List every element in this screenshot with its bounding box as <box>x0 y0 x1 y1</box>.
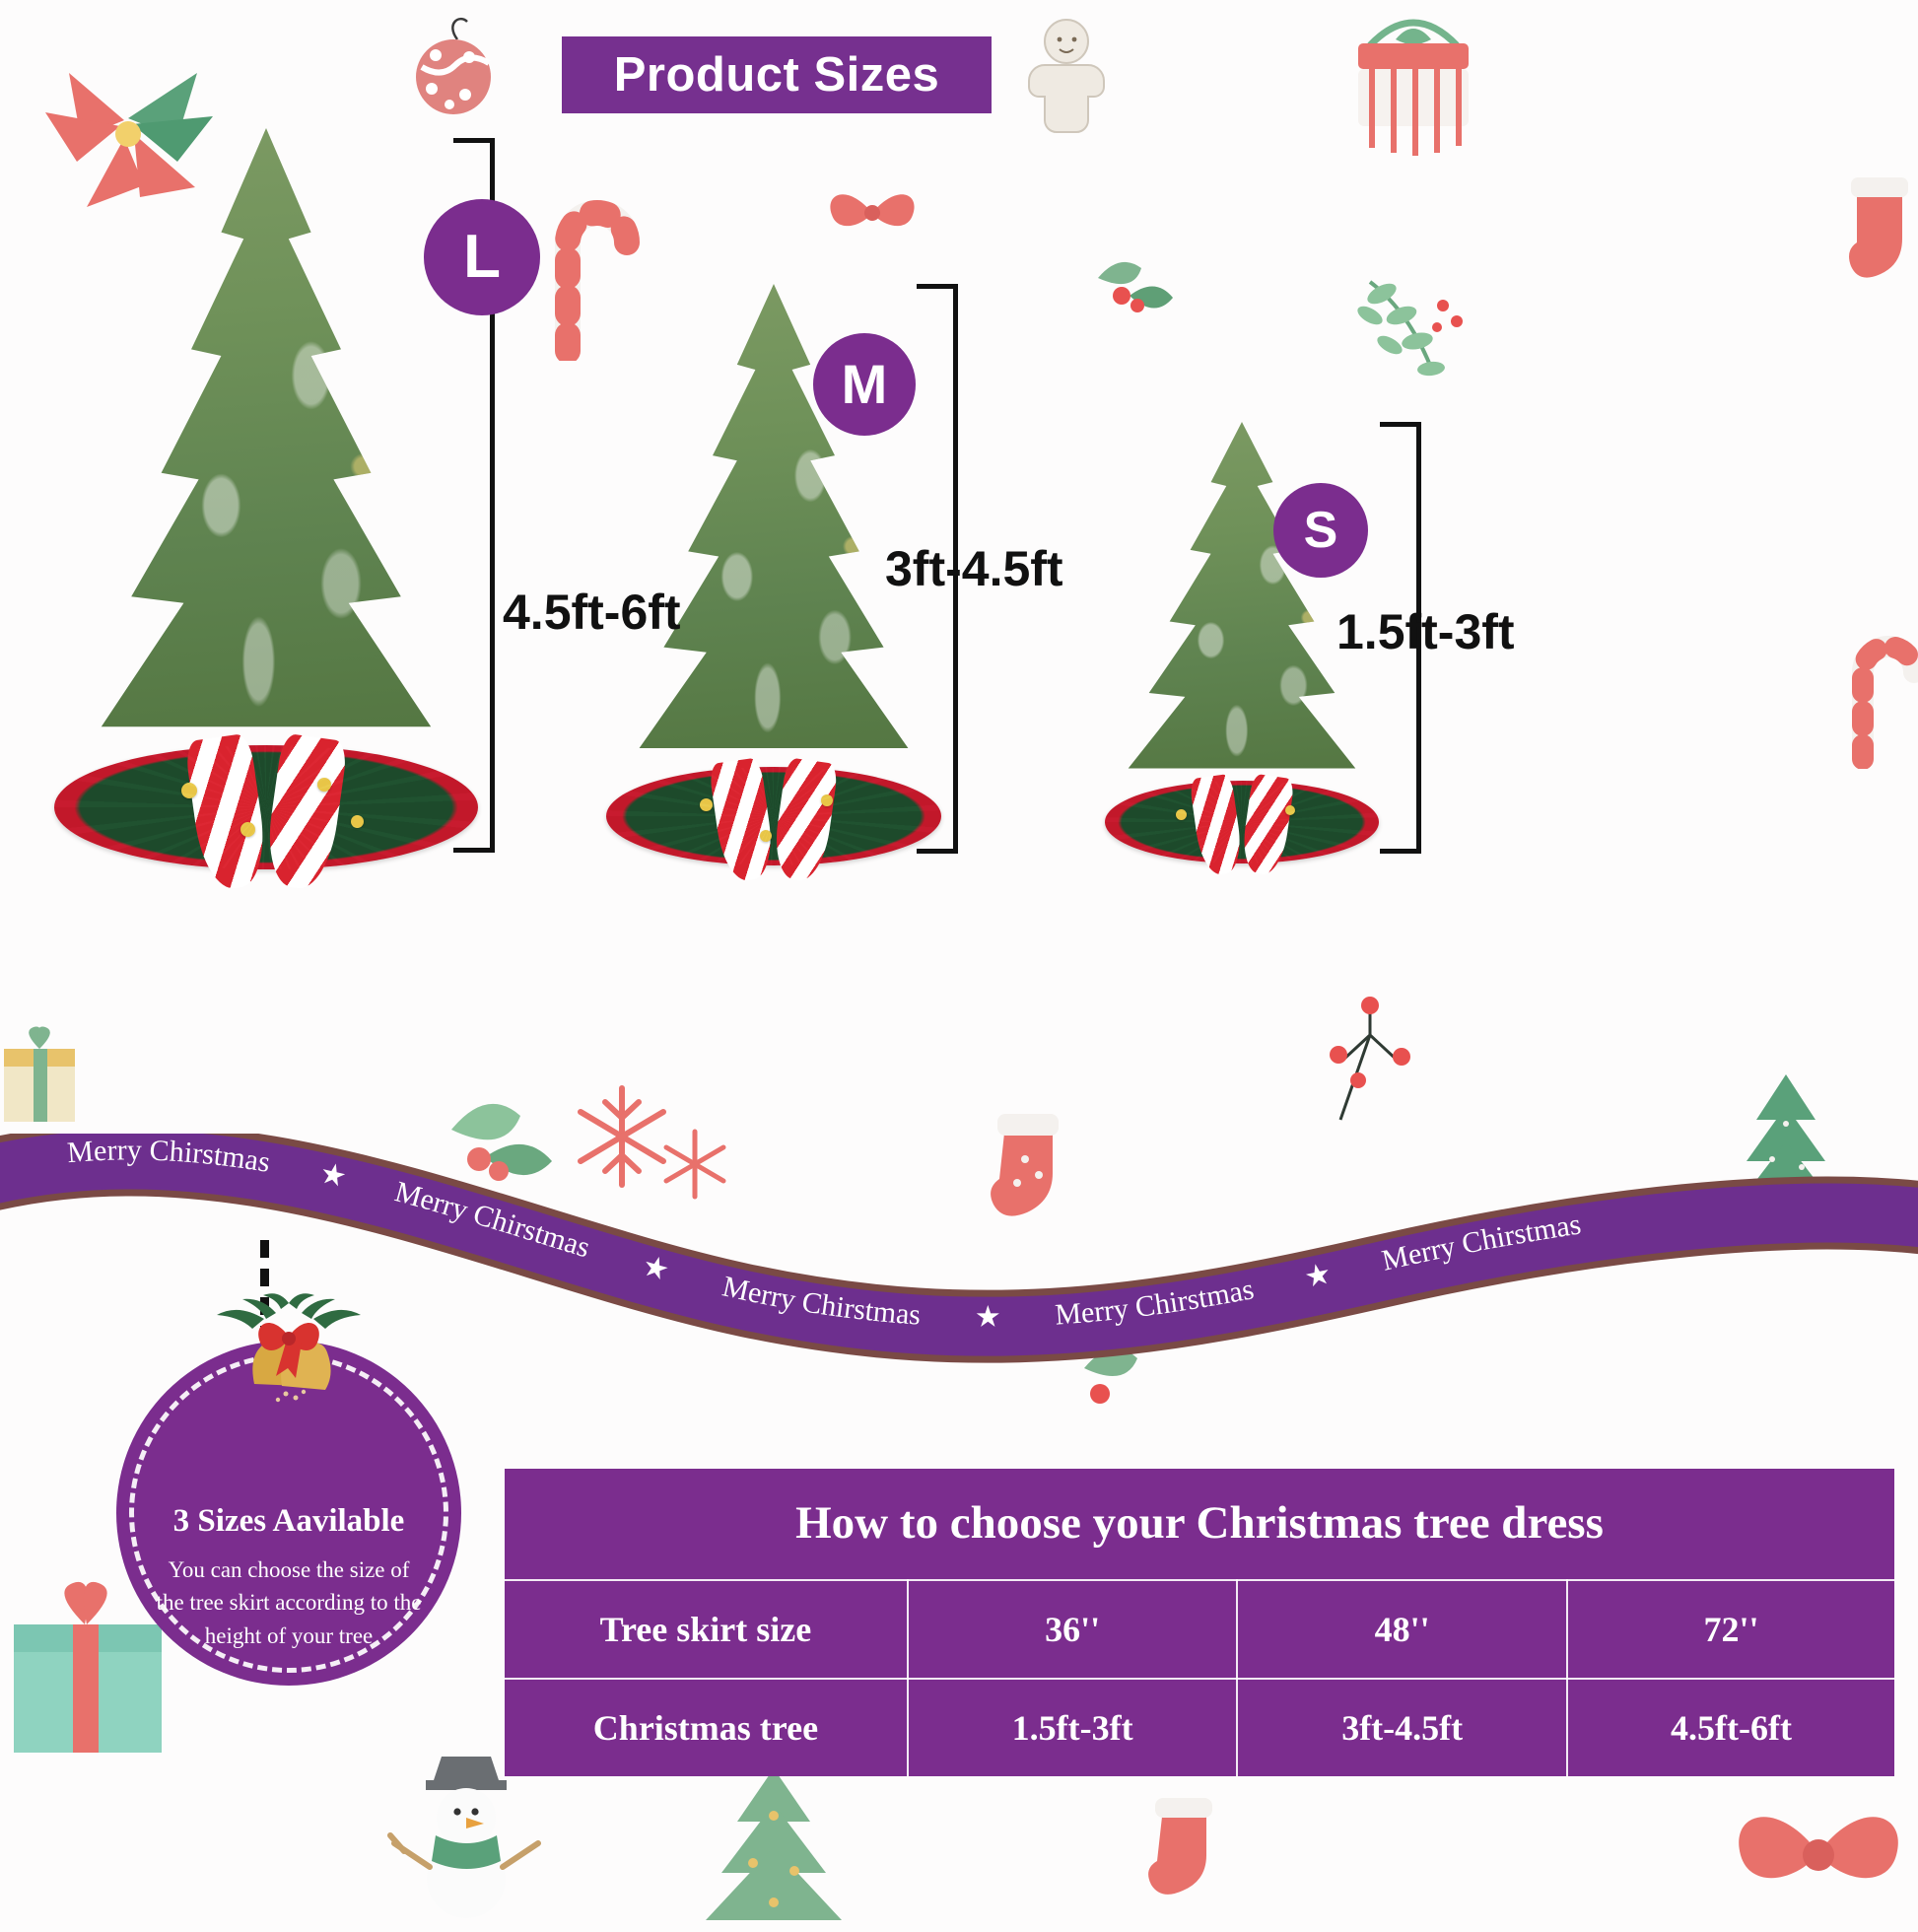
cell-tree-height-2: 3ft-4.5ft <box>1236 1678 1568 1776</box>
stocking-icon <box>1849 177 1908 278</box>
measure-bracket-small <box>1380 422 1421 854</box>
candy-cane-icon <box>555 200 640 361</box>
tree-foliage <box>1128 422 1356 769</box>
tree-skirt <box>1105 773 1379 877</box>
hanging-basket-icon <box>1358 19 1469 156</box>
holly-icon <box>1098 261 1173 312</box>
elf-legs-graphic <box>697 757 851 884</box>
callout-body: You can choose the size of the tree skir… <box>156 1556 422 1648</box>
measure-label-small: 1.5ft-3ft <box>1336 604 1515 659</box>
merry-christmas-ribbon: Merry Chirstmas ★ Merry Chirstmas ★ Merr… <box>0 1134 1918 1419</box>
size-chart-table: How to choose your Christmas tree dress … <box>505 1469 1894 1776</box>
poinsettia-icon <box>45 73 213 207</box>
bow-icon <box>830 194 915 227</box>
pine-tree-icon <box>706 1768 842 1920</box>
bow-icon <box>1739 1817 1898 1879</box>
candy-cane-icon <box>1852 636 1918 769</box>
bells-icon <box>217 1293 361 1403</box>
snowflake-icon <box>578 1085 666 1188</box>
dashed-connector <box>260 1240 269 1344</box>
holly-icon <box>451 1103 552 1181</box>
row-header-christmas-tree: Christmas tree <box>505 1678 909 1776</box>
mistletoe-icon <box>1357 280 1463 377</box>
sizes-available-callout: 3 Sizes Aavilable You can choose the siz… <box>116 1293 461 1686</box>
size-chart-grid: Tree skirt size 36'' 48'' 72'' Christmas… <box>505 1579 1894 1776</box>
tree-foliage <box>101 128 432 727</box>
tree-small <box>1074 422 1409 877</box>
snowflake-icon <box>663 1129 726 1200</box>
gift-box-icon <box>14 1581 162 1753</box>
callout-title: 3 Sizes Aavilable <box>172 1502 405 1539</box>
tree-skirt <box>606 757 941 884</box>
bauble-icon <box>416 17 491 114</box>
ribbon-star-3: ★ <box>975 1301 1001 1334</box>
stocking-icon <box>1148 1798 1212 1895</box>
cell-skirt-size-1: 36'' <box>906 1579 1239 1680</box>
measure-bracket-large <box>453 138 495 853</box>
gingerbread-man-icon <box>1028 19 1105 133</box>
gift-box-icon <box>4 1026 75 1122</box>
page-title-banner: Product Sizes <box>562 36 992 113</box>
elf-legs-graphic <box>169 732 364 893</box>
measure-label-large: 4.5ft-6ft <box>503 585 681 640</box>
cell-tree-height-3: 4.5ft-6ft <box>1565 1678 1894 1776</box>
cell-skirt-size-3: 72'' <box>1565 1579 1894 1680</box>
table-row: Tree skirt size 36'' 48'' 72'' <box>505 1579 1894 1680</box>
row-header-tree-skirt-size: Tree skirt size <box>505 1579 909 1680</box>
measure-bracket-medium <box>917 284 958 854</box>
cell-tree-height-1: 1.5ft-3ft <box>906 1678 1239 1776</box>
tree-large <box>39 128 493 893</box>
size-badge-small: S <box>1273 483 1368 578</box>
berry-sprig-icon <box>1330 997 1410 1121</box>
page-title: Product Sizes <box>613 48 940 102</box>
snowman-icon <box>387 1757 541 1918</box>
stocking-icon <box>991 1114 1059 1216</box>
table-row: Christmas tree 1.5ft-3ft 3ft-4.5ft 4.5ft… <box>505 1678 1894 1776</box>
size-badge-large: L <box>424 199 540 315</box>
measure-label-medium: 3ft-4.5ft <box>885 541 1063 596</box>
table-title: How to choose your Christmas tree dress <box>795 1497 1604 1549</box>
tree-skirt <box>54 732 478 893</box>
elf-legs-graphic <box>1179 773 1305 877</box>
size-badge-medium: M <box>813 333 916 436</box>
cell-skirt-size-2: 48'' <box>1236 1579 1568 1680</box>
